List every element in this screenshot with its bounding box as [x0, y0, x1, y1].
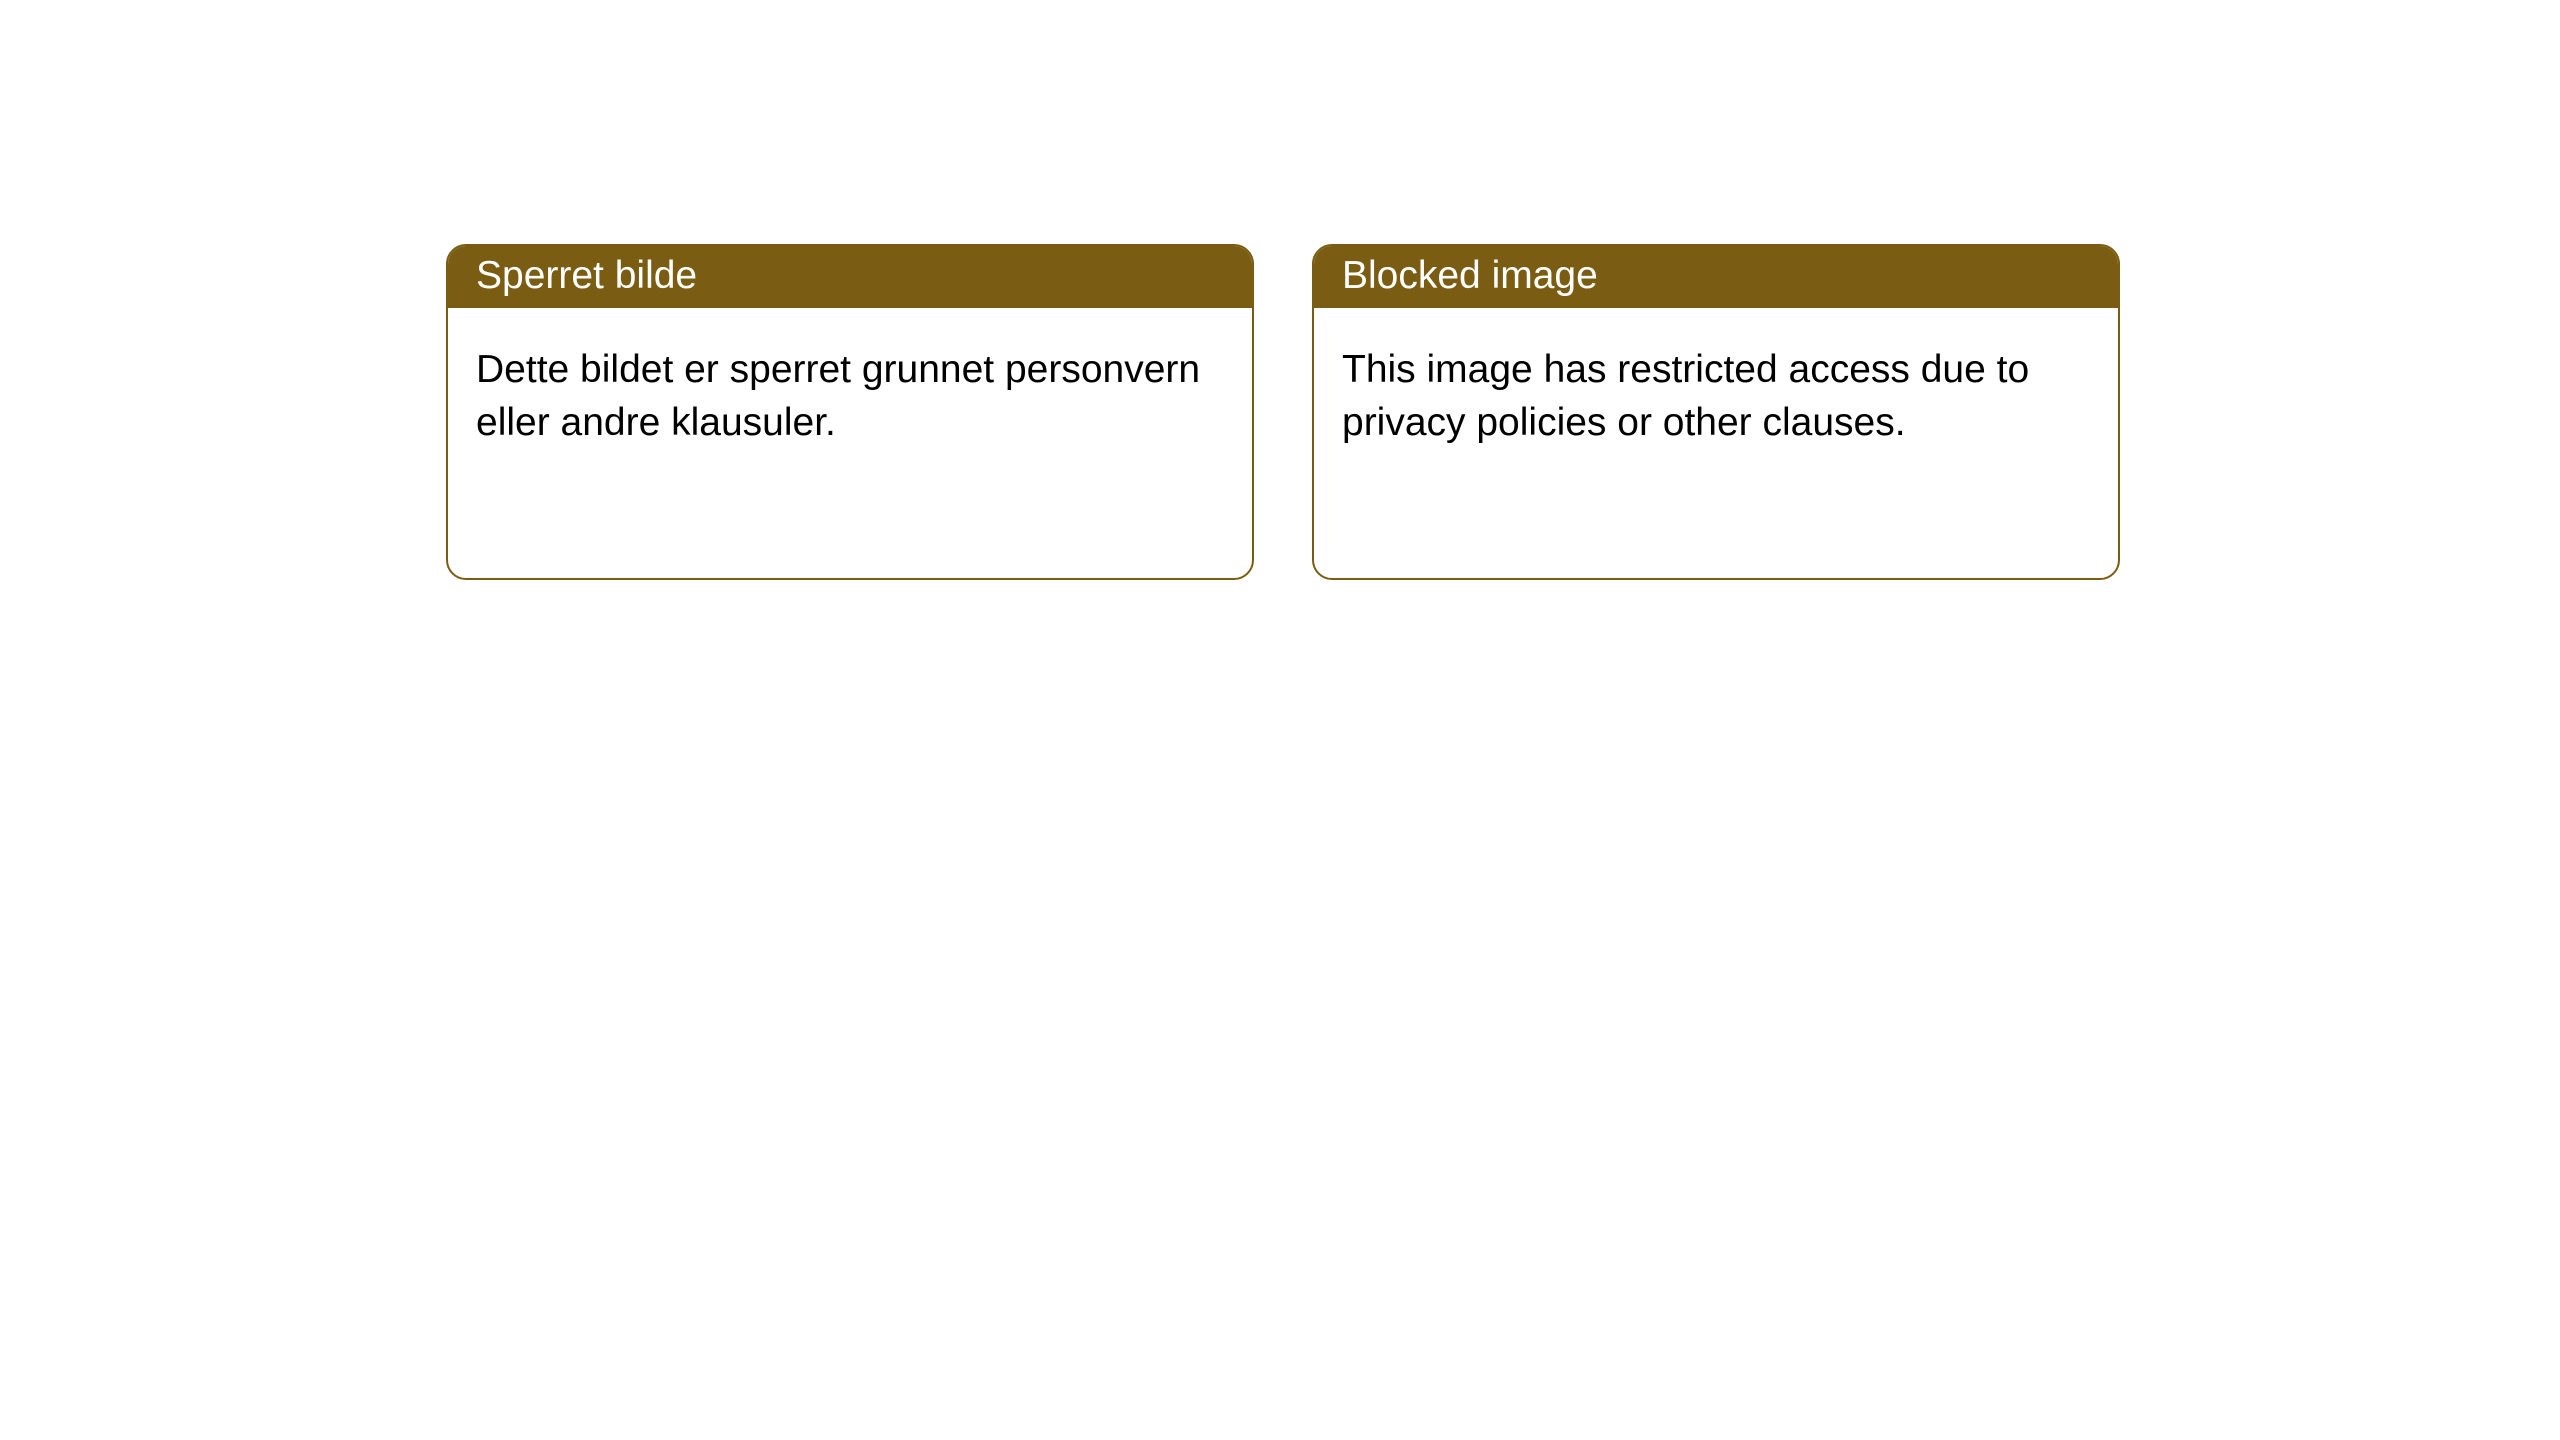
- notice-container: Sperret bilde Dette bildet er sperret gr…: [0, 0, 2560, 580]
- notice-body: Dette bildet er sperret grunnet personve…: [448, 308, 1252, 485]
- notice-header: Blocked image: [1314, 246, 2118, 308]
- notice-card-english: Blocked image This image has restricted …: [1312, 244, 2120, 580]
- notice-body: This image has restricted access due to …: [1314, 308, 2118, 485]
- notice-header: Sperret bilde: [448, 246, 1252, 308]
- notice-card-norwegian: Sperret bilde Dette bildet er sperret gr…: [446, 244, 1254, 580]
